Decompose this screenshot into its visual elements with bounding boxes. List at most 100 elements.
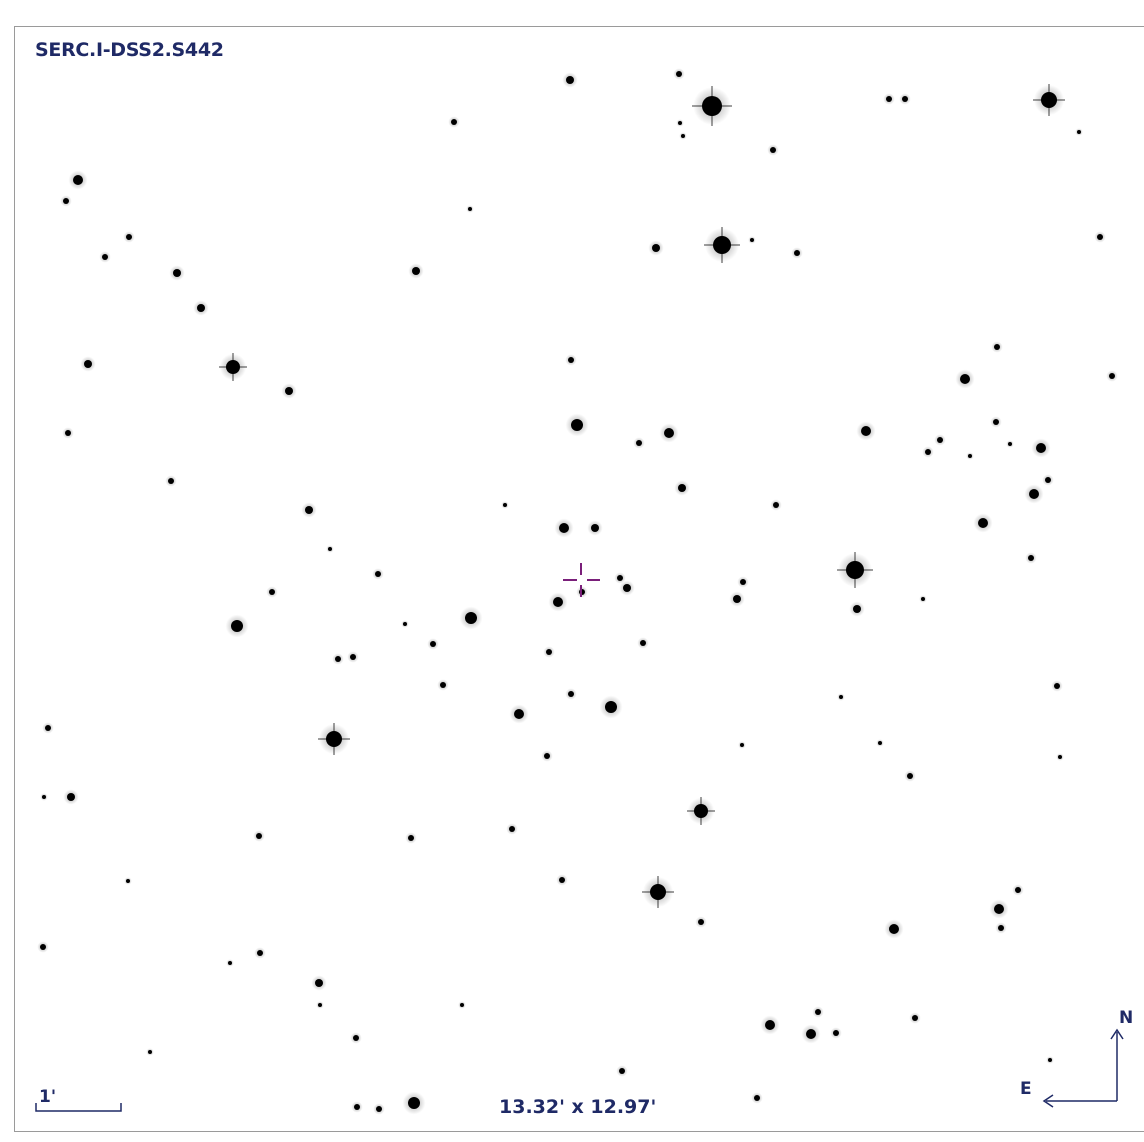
star (126, 234, 132, 240)
star (1077, 130, 1081, 134)
star (886, 96, 892, 102)
star (84, 360, 92, 368)
star (889, 924, 899, 934)
star (67, 793, 75, 801)
star (503, 503, 507, 507)
survey-label: SERC.I-DSS2.S442 (35, 39, 224, 61)
star (994, 344, 1000, 350)
star (126, 879, 130, 883)
star (509, 826, 515, 832)
star (468, 207, 472, 211)
star (566, 76, 574, 84)
star (102, 254, 108, 260)
star (754, 1095, 760, 1101)
star (1058, 755, 1062, 759)
star (231, 620, 243, 632)
star (1054, 683, 1060, 689)
star (408, 1097, 420, 1109)
star (403, 622, 407, 626)
star (839, 695, 843, 699)
star (770, 147, 776, 153)
star (571, 419, 583, 431)
star (318, 1003, 322, 1007)
star (978, 518, 988, 528)
star (1036, 443, 1046, 453)
star (619, 1068, 625, 1074)
star (640, 640, 646, 646)
star (257, 950, 263, 956)
star (664, 428, 674, 438)
star (937, 437, 943, 443)
star (45, 725, 51, 731)
star (878, 741, 882, 745)
star (544, 753, 550, 759)
star (921, 597, 925, 601)
star (451, 119, 457, 125)
star (1045, 477, 1051, 483)
star (514, 709, 524, 719)
star (375, 571, 381, 577)
star (617, 575, 623, 581)
compass-icon (1042, 1028, 1124, 1108)
star (40, 944, 46, 950)
star (960, 374, 970, 384)
star (376, 1106, 382, 1112)
star (698, 919, 704, 925)
star (1097, 234, 1103, 240)
scale-bar (35, 1103, 122, 1112)
compass-north-label: N (1119, 1008, 1134, 1028)
star (315, 979, 323, 987)
star (902, 96, 908, 102)
star (568, 357, 574, 363)
star (750, 238, 754, 242)
star (256, 833, 262, 839)
star (1015, 887, 1021, 893)
star (907, 773, 913, 779)
star (1008, 442, 1012, 446)
star (678, 121, 682, 125)
star (63, 198, 69, 204)
star (591, 524, 599, 532)
star (1048, 1058, 1052, 1062)
star (678, 484, 686, 492)
star (148, 1050, 152, 1054)
star (1109, 373, 1115, 379)
star (269, 589, 275, 595)
star (353, 1035, 359, 1041)
star (605, 701, 617, 713)
star (559, 877, 565, 883)
star (636, 440, 642, 446)
star (794, 250, 800, 256)
compass-east-label: E (1020, 1079, 1032, 1099)
star (546, 649, 552, 655)
star (765, 1020, 775, 1030)
star (228, 961, 232, 965)
star (623, 584, 631, 592)
sky-image-frame (14, 26, 1144, 1132)
star (430, 641, 436, 647)
star (806, 1029, 816, 1039)
target-crosshair-icon (563, 563, 600, 597)
star (652, 244, 660, 252)
star (328, 547, 332, 551)
star (994, 904, 1004, 914)
star (740, 743, 744, 747)
star (553, 597, 563, 607)
star (460, 1003, 464, 1007)
star (740, 579, 746, 585)
star (354, 1104, 360, 1110)
star (440, 682, 446, 688)
star (861, 426, 871, 436)
star (168, 478, 174, 484)
star (681, 134, 685, 138)
star (42, 795, 46, 799)
star (733, 595, 741, 603)
star (559, 523, 569, 533)
star (853, 605, 861, 613)
star (412, 267, 420, 275)
star (1028, 555, 1034, 561)
star (815, 1009, 821, 1015)
star (773, 502, 779, 508)
star (465, 612, 477, 624)
